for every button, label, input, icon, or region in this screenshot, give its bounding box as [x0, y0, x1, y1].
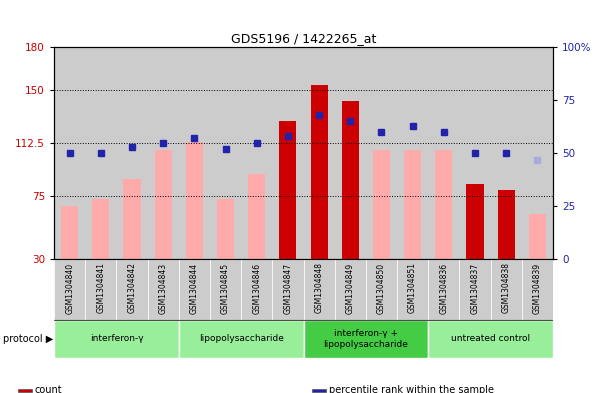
Bar: [117, 47, 148, 259]
Bar: [179, 320, 304, 358]
Bar: [186, 142, 203, 259]
Bar: [154, 151, 172, 259]
Bar: [459, 259, 490, 320]
Bar: [466, 184, 484, 259]
Bar: [279, 121, 296, 259]
Text: lipopolysaccharide: lipopolysaccharide: [199, 334, 284, 343]
Text: GSM1304841: GSM1304841: [96, 263, 105, 314]
Bar: [304, 320, 429, 358]
Bar: [490, 259, 522, 320]
Bar: [529, 214, 546, 259]
Bar: [248, 174, 265, 259]
Bar: [404, 151, 421, 259]
Text: GSM1304843: GSM1304843: [159, 263, 168, 314]
Bar: [342, 101, 359, 259]
Bar: [148, 47, 179, 259]
Text: GSM1304851: GSM1304851: [408, 263, 417, 314]
Bar: [54, 47, 85, 259]
Text: GSM1304848: GSM1304848: [314, 263, 323, 314]
Bar: [366, 259, 397, 320]
Bar: [429, 320, 553, 358]
Bar: [490, 47, 522, 259]
Bar: [272, 47, 304, 259]
Bar: [210, 259, 241, 320]
Bar: [366, 47, 397, 259]
Bar: [397, 259, 429, 320]
Bar: [313, 389, 326, 392]
Bar: [335, 47, 366, 259]
Text: count: count: [34, 384, 62, 393]
Bar: [241, 47, 272, 259]
Bar: [311, 85, 328, 259]
Bar: [304, 259, 335, 320]
Bar: [179, 259, 210, 320]
Bar: [272, 259, 304, 320]
Bar: [217, 198, 234, 259]
Text: GSM1304850: GSM1304850: [377, 263, 386, 314]
Text: interferon-γ: interferon-γ: [90, 334, 143, 343]
Text: GSM1304842: GSM1304842: [127, 263, 136, 314]
Bar: [210, 47, 241, 259]
Text: GSM1304844: GSM1304844: [190, 263, 199, 314]
Text: GSM1304845: GSM1304845: [221, 263, 230, 314]
Text: untreated control: untreated control: [451, 334, 530, 343]
Bar: [61, 206, 78, 259]
Text: interferon-γ +
lipopolysaccharide: interferon-γ + lipopolysaccharide: [323, 329, 408, 349]
Text: GSM1304849: GSM1304849: [346, 263, 355, 314]
Title: GDS5196 / 1422265_at: GDS5196 / 1422265_at: [231, 31, 376, 44]
Bar: [93, 198, 109, 259]
Text: protocol ▶: protocol ▶: [3, 334, 53, 344]
Bar: [18, 389, 32, 392]
Text: GSM1304846: GSM1304846: [252, 263, 261, 314]
Bar: [148, 259, 179, 320]
Bar: [397, 47, 429, 259]
Bar: [179, 47, 210, 259]
Bar: [85, 259, 117, 320]
Text: GSM1304837: GSM1304837: [471, 263, 480, 314]
Text: GSM1304840: GSM1304840: [65, 263, 74, 314]
Bar: [304, 47, 335, 259]
Bar: [522, 47, 553, 259]
Bar: [54, 259, 85, 320]
Text: GSM1304836: GSM1304836: [439, 263, 448, 314]
Text: GSM1304847: GSM1304847: [284, 263, 293, 314]
Bar: [435, 151, 453, 259]
Bar: [54, 320, 179, 358]
Bar: [429, 259, 459, 320]
Bar: [117, 259, 148, 320]
Bar: [522, 259, 553, 320]
Text: percentile rank within the sample: percentile rank within the sample: [329, 384, 494, 393]
Text: GSM1304839: GSM1304839: [533, 263, 542, 314]
Text: GSM1304838: GSM1304838: [502, 263, 511, 314]
Bar: [498, 190, 514, 259]
Bar: [123, 179, 141, 259]
Bar: [429, 47, 459, 259]
Bar: [85, 47, 117, 259]
Bar: [335, 259, 366, 320]
Bar: [241, 259, 272, 320]
Bar: [459, 47, 490, 259]
Bar: [373, 151, 390, 259]
